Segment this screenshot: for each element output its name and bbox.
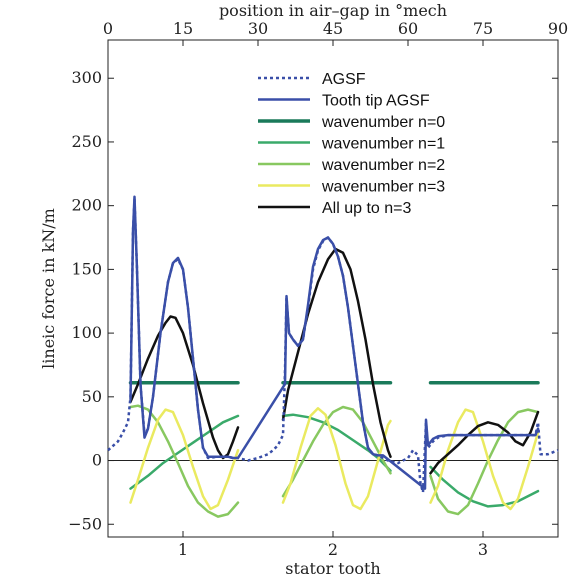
y-tick-label: 150 — [71, 259, 102, 278]
legend: AGSF Tooth tip AGSF wavenumber n=0 wavenumb… — [258, 71, 445, 217]
legend-label: wavenumber n=1 — [321, 136, 445, 153]
y-tick-label: −50 — [68, 514, 102, 533]
legend-label: AGSF — [322, 71, 366, 88]
series-segment-15 — [429, 408, 540, 511]
series-wavenumber-n-2 — [129, 404, 240, 518]
x2-tick-label: 90 — [548, 19, 568, 38]
x-tick-label: 1 — [178, 540, 188, 559]
series-tooth-tip-agsf — [129, 195, 540, 490]
x2-tick-label: 60 — [398, 19, 418, 38]
x2-tick-label: 45 — [323, 19, 343, 38]
legend-label: Tooth tip AGSF — [322, 93, 430, 110]
series-wavenumber-n-1 — [129, 414, 240, 490]
series-segment-10 — [281, 407, 392, 511]
y-axis-title: lineic force in kN/m — [39, 208, 58, 369]
y-tick-label: 50 — [82, 387, 102, 406]
series-segment-9 — [281, 405, 392, 498]
series-wavenumber-n-3 — [129, 408, 240, 511]
legend-label: wavenumber n=2 — [321, 157, 445, 174]
x2-tick-label: 15 — [173, 19, 193, 38]
y-tick-label: 250 — [71, 132, 102, 151]
y-tick-label: 100 — [71, 323, 102, 342]
series-layer — [107, 195, 559, 518]
y-tick-label: 200 — [71, 196, 102, 215]
x-tick-label: 3 — [478, 540, 488, 559]
series-segment-16 — [429, 410, 540, 475]
ticks-layer: −50 0 50 100 150 200 250 300 0 15 30 45 60 75 90 1 2 3 — [68, 19, 568, 559]
x2-tick-label: 30 — [248, 19, 268, 38]
series-segment-11 — [281, 247, 392, 458]
x2-tick-label: 0 — [103, 19, 113, 38]
y-tick-label: 300 — [71, 68, 102, 87]
y-tick-label: 0 — [92, 451, 102, 470]
x-axis-title: stator tooth — [285, 559, 380, 578]
x2-tick-label: 75 — [473, 19, 493, 38]
x-tick-label: 2 — [328, 540, 338, 559]
legend-label: All up to n=3 — [322, 200, 412, 217]
legend-label: wavenumber n=3 — [321, 179, 445, 196]
series-segment-14 — [429, 408, 540, 516]
x2-axis-title: position in air–gap in °mech — [219, 1, 447, 20]
legend-label: wavenumber n=0 — [321, 114, 445, 131]
